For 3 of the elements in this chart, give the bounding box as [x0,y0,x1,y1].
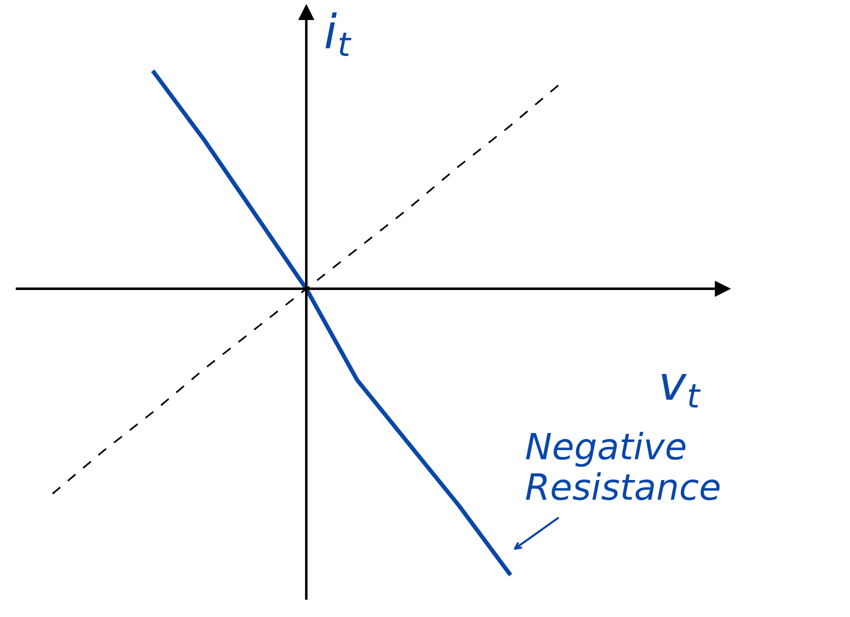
y-axis-title: i$_{t}$ [326,12,352,56]
x-axis-title: v$_{t}$ [662,374,701,408]
annotation: Negative Resistance [526,432,720,500]
